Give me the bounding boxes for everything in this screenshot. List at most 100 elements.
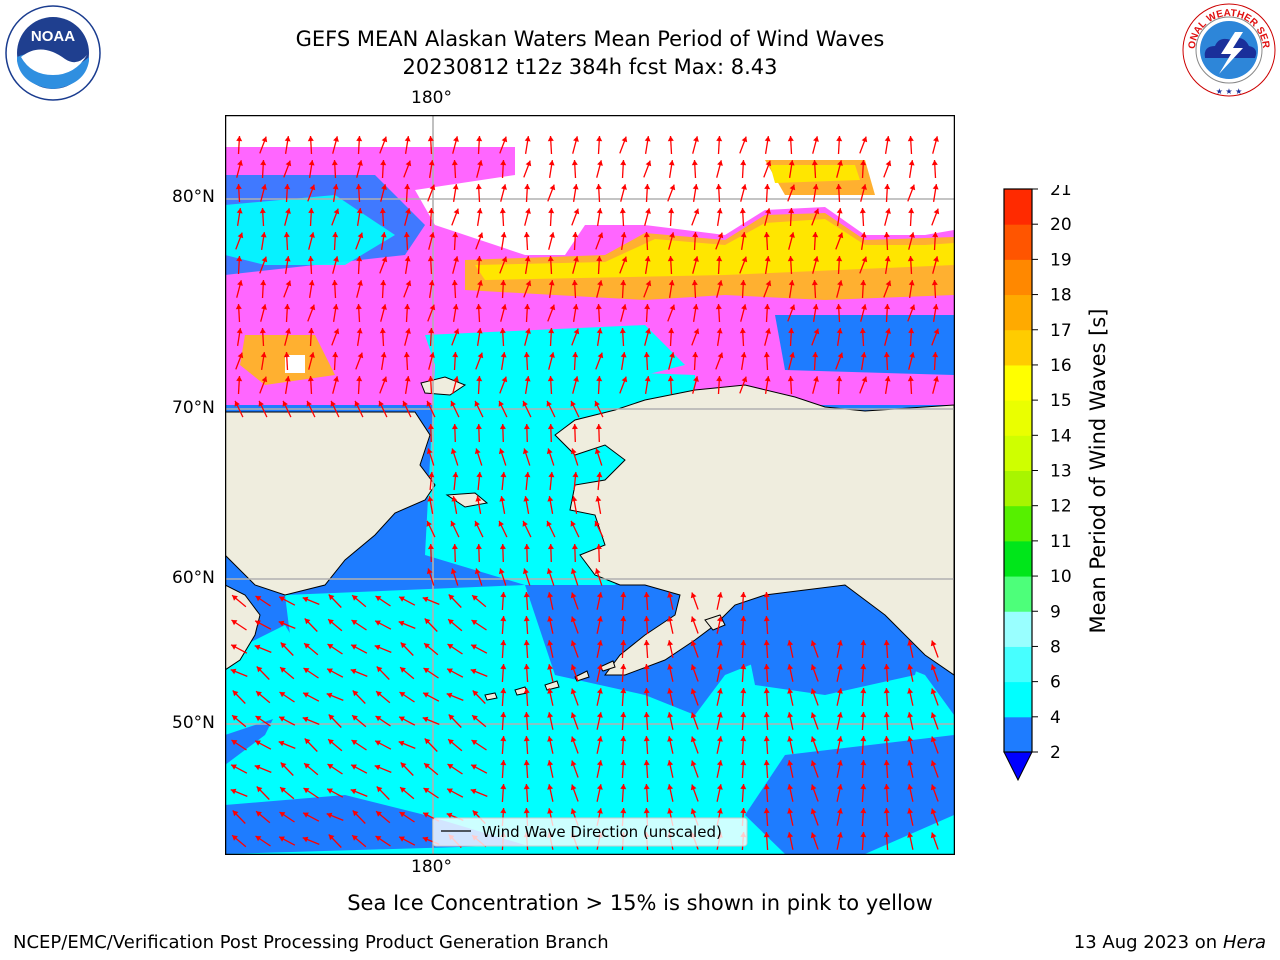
wave-arrow-head [447,788,453,794]
wave-arrow-head [447,644,454,650]
wave-arrow-head [860,232,867,238]
wave-arrow-head [740,352,747,358]
wave-arrow-head [237,232,244,239]
wave-arrow-head [690,688,697,695]
wave-arrow-head [812,232,819,238]
wave-arrow-head [573,328,580,335]
wave-arrow-head [788,328,795,334]
wave-arrow-head [427,496,434,502]
wave-arrow-head [279,836,285,842]
wave-arrow-head [476,328,483,334]
wave-arrow-head [740,808,747,814]
colorbar-segment [1004,189,1032,225]
wave-arrow-head [328,834,335,841]
wave-arrow-head [500,784,507,790]
wave-arrow-head [810,640,817,647]
wave-arrow-head [740,760,747,766]
wave-arrow-head [741,256,748,263]
colorbar-tick-label: 8 [1050,637,1061,657]
wave-arrow-head [452,304,459,310]
wave-arrow-head [476,472,483,478]
wave-arrow-head [232,835,238,841]
wave-arrow-head [498,520,504,527]
wave-arrow-head [741,184,747,190]
wave-arrow-head [716,664,723,670]
wave-arrow-head [596,784,603,790]
wave-arrow-head [375,740,381,746]
wave-arrow-head [620,736,627,742]
wave-arrow-head [284,184,291,190]
wave-arrow-head [571,544,578,550]
wave-arrow-head [356,208,363,214]
wave-arrow-head [813,136,819,142]
wave-arrow-head [932,184,939,190]
wave-arrow-head [813,328,820,335]
wave-arrow-head [907,664,914,670]
wave-arrow-head [813,256,819,262]
wave-arrow-head [763,784,770,790]
wave-arrow-head [933,136,939,142]
wave-arrow-head [643,784,650,790]
wave-arrow-head [427,424,434,430]
wave-arrow-head [693,136,699,142]
wave-arrow-head [883,760,890,766]
wave-arrow-head [261,256,268,263]
wave-arrow-head [572,232,579,238]
wave-arrow-head [308,280,315,286]
wave-arrow-head [261,184,267,190]
wave-arrow-head [452,472,459,478]
wave-arrow-head [907,640,914,646]
wave-arrow-head [453,256,459,262]
wave-arrow-head [450,448,457,455]
wave-arrow-head [231,740,238,746]
wave-arrow-head [716,376,723,382]
wave-arrow-head [304,738,311,745]
wave-arrow-head [356,376,363,382]
wave-arrow-head [667,712,674,718]
wave-arrow-head [523,232,530,238]
wave-arrow-head [643,592,650,598]
wave-arrow-head [644,304,651,310]
wave-arrow-head [400,762,407,769]
wave-arrow-head [303,668,310,674]
wave-arrow-head [594,400,600,407]
wave-arrow-head [547,424,554,430]
colorbar-tick-label: 2 [1050,743,1061,763]
wave-arrow-head [741,304,747,310]
wave-arrow-head [500,640,507,646]
wave-arrow-head [787,808,794,814]
wave-arrow-head [690,640,697,647]
wave-arrow-head [474,568,481,575]
land-siberia [225,411,436,596]
wave-arrow-head [547,592,554,598]
wave-arrow-head [570,448,577,455]
wave-arrow-head [381,304,387,310]
map-gridlines [225,115,954,854]
wave-arrow-head [836,328,843,334]
wave-arrow-head [884,184,891,190]
wave-arrow-head [716,136,723,142]
wave-arrow-head [811,160,818,166]
wave-arrow-head [931,160,938,166]
wave-arrow-head [763,664,770,670]
wave-arrow-head [523,640,530,646]
wave-arrow-head [884,256,891,262]
wave-arrow-head [399,596,405,602]
wave-arrow-head [547,736,554,742]
wave-arrow-head [596,664,603,670]
wave-arrow-head [424,738,431,745]
wave-arrow-head [669,352,675,358]
footer-host: Hera [1222,932,1266,953]
wave-arrow-head [930,784,937,791]
wave-arrow-head [570,640,577,647]
wave-arrow-head [812,184,819,190]
wave-arrow-head [500,472,507,478]
lat-label-60: 60°N [172,568,215,588]
wave-arrow-head [471,620,478,626]
wave-arrow-head [306,400,312,407]
wave-arrow-head [260,280,267,286]
wave-arrow-head [570,520,576,527]
wave-arrow-head [667,136,674,142]
wave-arrow-head [472,595,478,601]
wave-arrow-head [644,136,651,142]
